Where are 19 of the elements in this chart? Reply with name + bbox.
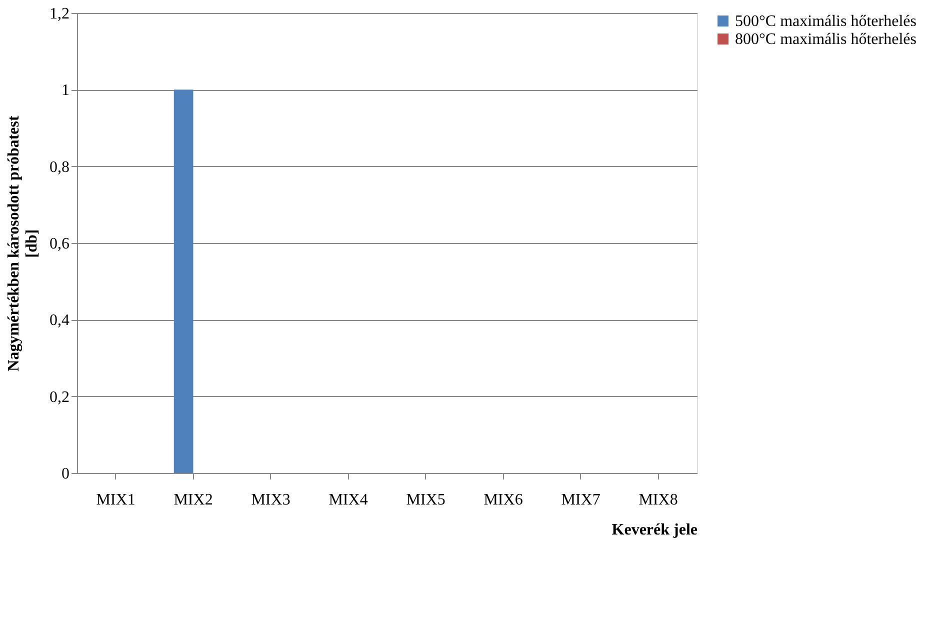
x-tick-label: MIX2 [174,492,213,508]
x-tick-label: MIX7 [561,492,600,508]
x-tick-label: MIX8 [638,492,678,508]
y-tick-label: 1 [62,82,70,100]
y-tick-label: 0 [62,466,70,482]
x-tick-label: MIX4 [328,492,368,508]
x-tick-label: MIX5 [406,492,446,508]
legend-label: 800°C maximális hőterhelés [735,31,916,48]
y-tick-label: 0,2 [50,388,70,406]
y-axis-title: Nagymértékben károsodott próbatest [db] [6,114,40,372]
y-tick-label: 0,8 [50,158,70,176]
y-tick-label: 0,4 [50,312,70,330]
x-tick-label: MIX6 [484,492,523,508]
x-tick-label: MIX1 [96,492,136,508]
y-tick-label: 1,2 [50,6,70,22]
x-tick-label: MIX3 [251,492,290,508]
x-axis-title: Keverék jele [612,522,698,538]
legend-label: 500°C maximális hőterhelés [735,13,916,30]
y-tick-label: 0,6 [50,236,70,252]
